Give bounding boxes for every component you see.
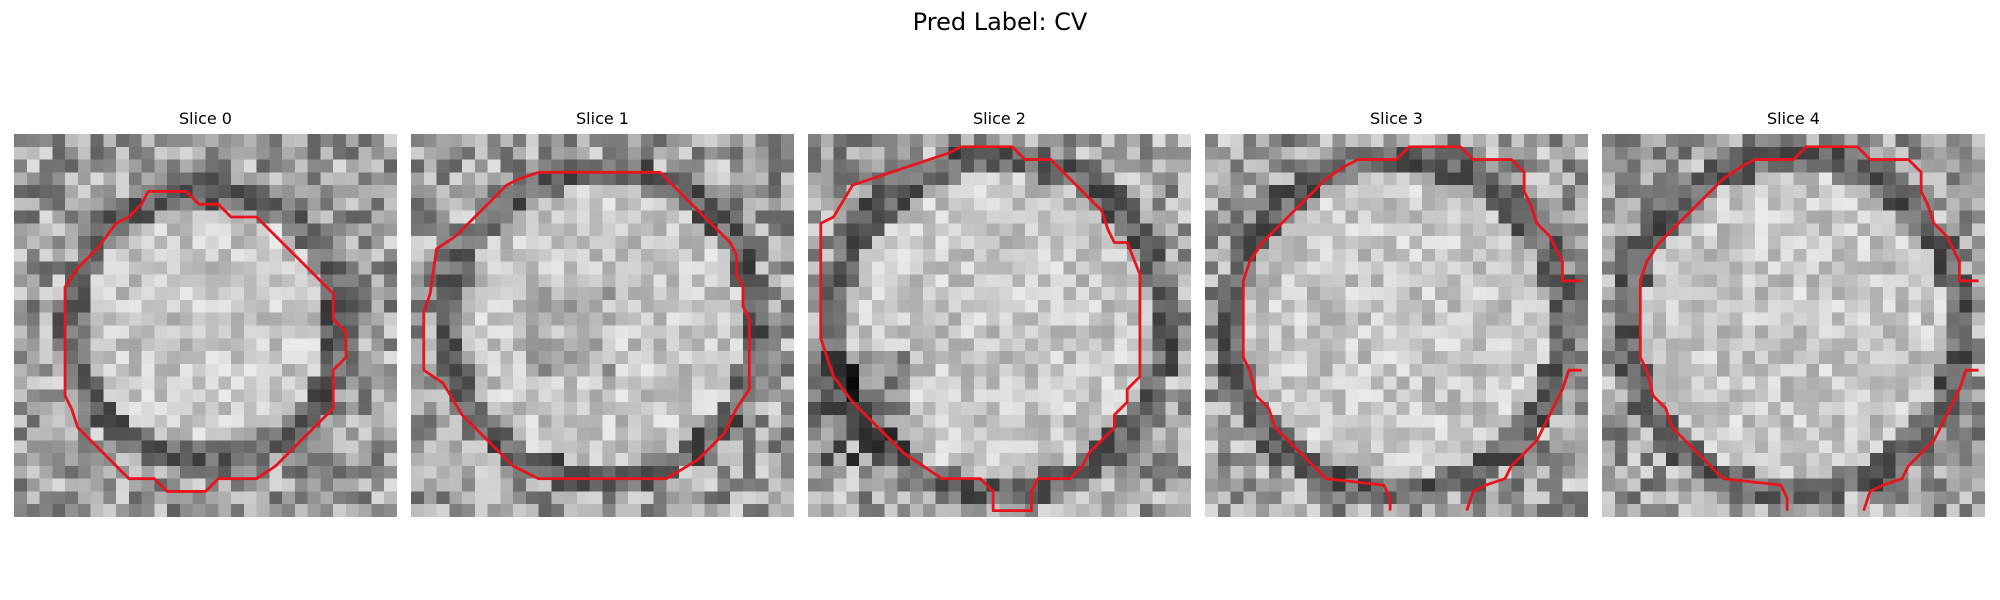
- segmentation-contour-right: [1465, 368, 1582, 512]
- pixel-grid: [808, 134, 1191, 517]
- slice-title-1: Slice 1: [576, 109, 629, 128]
- slice-panel-1: Slice 1: [411, 107, 794, 517]
- slice-panel-3: Slice 3: [1205, 107, 1588, 517]
- segmentation-contour-right: [1862, 368, 1979, 512]
- slice-image-3: [1205, 134, 1588, 517]
- segmentation-contour: [63, 190, 348, 493]
- slice-title-4: Slice 4: [1767, 109, 1820, 128]
- segmentation-contour: [819, 145, 1142, 513]
- slice-panel-0: Slice 0: [14, 107, 397, 517]
- slice-title-2: Slice 2: [973, 109, 1026, 128]
- slice-panel-4: Slice 4: [1602, 107, 1985, 517]
- pixel-grid: [1205, 134, 1588, 517]
- slice-panel-2: Slice 2: [808, 107, 1191, 517]
- slice-image-0: [14, 134, 397, 517]
- slice-title-3: Slice 3: [1370, 109, 1423, 128]
- segmentation-contour: [1241, 145, 1582, 511]
- pixel-grid: [411, 134, 794, 517]
- pixel-grid: [1602, 134, 1985, 517]
- slice-image-2: [808, 134, 1191, 517]
- slice-image-4: [1602, 134, 1985, 517]
- slice-title-0: Slice 0: [179, 109, 232, 128]
- pixel-grid: [14, 134, 397, 517]
- slice-image-1: [411, 134, 794, 517]
- segmentation-contour: [422, 170, 751, 481]
- segmentation-contour: [1638, 145, 1979, 511]
- figure-title: Pred Label: CV: [912, 8, 1088, 36]
